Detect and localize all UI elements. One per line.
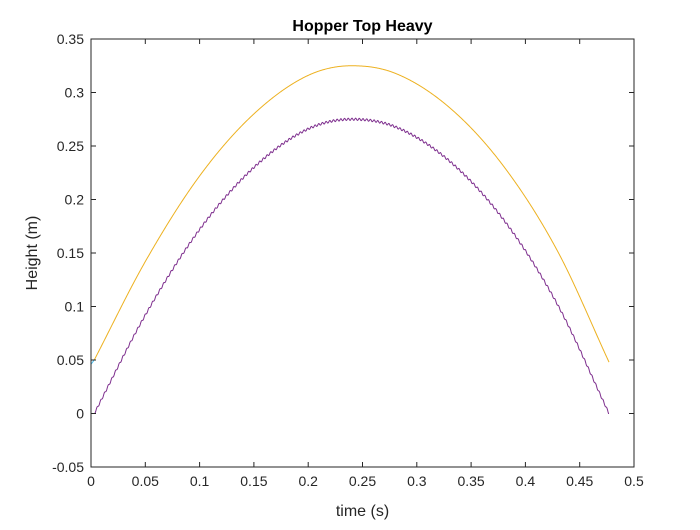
- series-line-1: [93, 65, 610, 363]
- y-tick-label: 0.3: [65, 85, 85, 101]
- y-tick-label: 0.2: [65, 192, 85, 208]
- series-line-3: [90, 359, 95, 365]
- y-tick-label: 0.1: [65, 299, 85, 315]
- x-tick-label: 0.2: [298, 473, 318, 489]
- series-layer: [90, 65, 610, 414]
- y-axis-title: Height (m): [24, 216, 41, 291]
- x-tick-label: 0.25: [349, 473, 376, 489]
- y-tick-label: 0: [76, 406, 84, 422]
- x-tick-label: 0.05: [132, 473, 159, 489]
- y-tick-label: 0.15: [57, 245, 84, 261]
- x-tick-label: 0.5: [624, 473, 644, 489]
- chart-title: Hopper Top Heavy: [292, 18, 432, 35]
- x-tick-label: 0.35: [457, 473, 484, 489]
- x-tick-label: 0.3: [407, 473, 427, 489]
- x-axis-title: time (s): [336, 503, 389, 520]
- ticks-layer: 0 0.05 0.1 0.15 0.2 0.25 0.3 0.35 0.4 0.45 0.5 -0.0…: [52, 31, 644, 489]
- y-tick-label: -0.05: [52, 459, 84, 475]
- series-line-2: [94, 117, 610, 414]
- plot-area: [91, 39, 634, 467]
- x-tick-label: 0: [87, 473, 95, 489]
- x-tick-label: 0.4: [516, 473, 536, 489]
- y-tick-label: 0.25: [57, 138, 84, 154]
- x-tick-label: 0.15: [240, 473, 267, 489]
- x-tick-label: 0.1: [190, 473, 210, 489]
- y-tick-label: 0.35: [57, 31, 84, 47]
- y-tick-label: 0.05: [57, 352, 84, 368]
- x-tick-label: 0.45: [566, 473, 593, 489]
